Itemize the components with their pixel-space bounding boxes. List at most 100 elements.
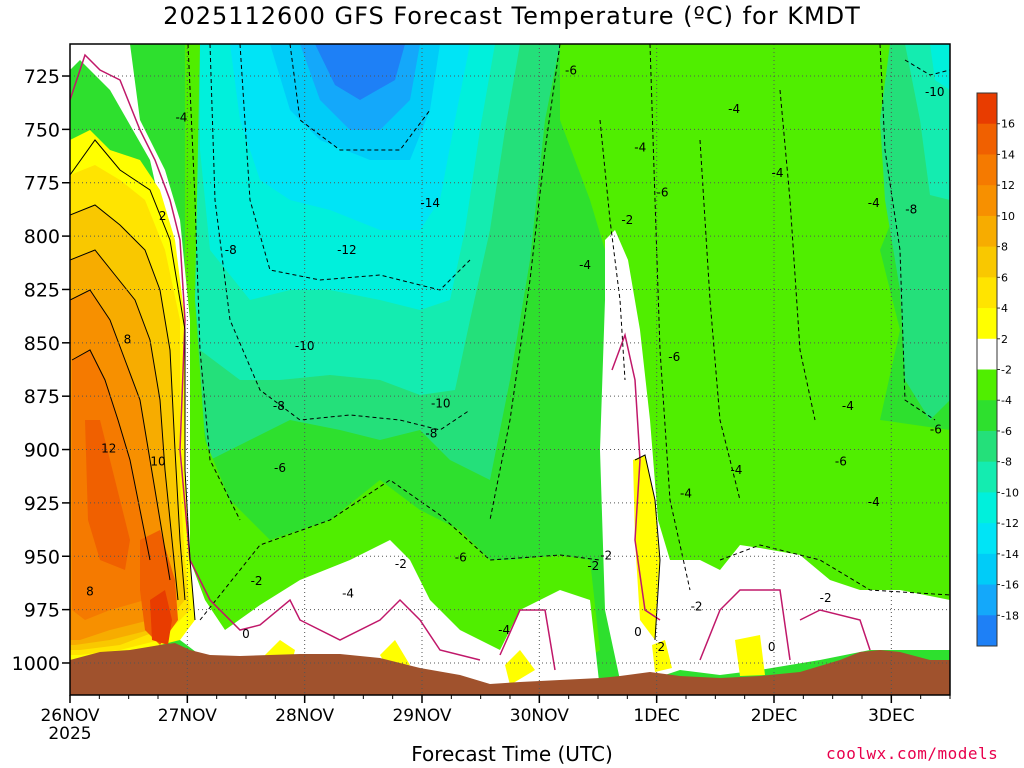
colorbar-label: 8	[1001, 241, 1008, 254]
grid-lines	[70, 44, 950, 695]
y-tick-label: 850	[24, 333, 60, 355]
contour-label: 12	[101, 442, 116, 456]
y-tick-label: 825	[24, 279, 60, 301]
colorbar-swatch	[977, 277, 997, 309]
x-tick-label: 2DEC	[751, 706, 798, 726]
colorbar-swatch	[977, 369, 997, 401]
y-tick-label: 1000	[12, 653, 60, 675]
colorbar-label: 12	[1001, 179, 1015, 192]
contour-label: -4	[728, 102, 740, 116]
band-minus20-core	[315, 44, 405, 100]
contour-label: -6	[668, 350, 680, 364]
contour-label: -4	[680, 486, 692, 500]
x-year-label: 2025	[48, 724, 91, 744]
y-tick-label: 975	[24, 600, 60, 622]
y-tick-label: 775	[24, 173, 60, 195]
plot-area: -4 2 8 12 10 8 -8 -6 -14 -12 -10 -8 -10 -8 -6 -2 0 -2 -4 -6…	[70, 44, 950, 695]
ground-surface	[70, 643, 950, 695]
band-minus4-right	[560, 44, 950, 650]
contour-label: 0	[634, 625, 642, 639]
colorbar-swatch	[977, 492, 997, 524]
colorbar-label: 16	[1001, 118, 1015, 131]
colorbar-label: -10	[1001, 486, 1019, 499]
colorbar-label: -6	[1001, 425, 1012, 438]
warm-spot-4	[633, 455, 660, 640]
colorbar-label: -18	[1001, 609, 1019, 622]
contour-label: -6	[274, 461, 286, 475]
colorbar-swatch	[977, 615, 997, 647]
credit-link[interactable]: coolwx.com/models	[826, 744, 999, 763]
contour-label: -12	[337, 243, 357, 257]
colorbar-label: 2	[1001, 333, 1008, 346]
colorbar-swatch	[977, 553, 997, 586]
contour-label: -2	[251, 574, 263, 588]
contour-label: -2	[600, 548, 612, 562]
colorbar-swatch	[977, 93, 997, 125]
colorbar-label: -12	[1001, 517, 1019, 530]
band-minus10-right	[905, 44, 950, 200]
y-tick-label: 750	[24, 119, 60, 141]
colorbar-label: -8	[1001, 456, 1012, 469]
contour-label: -4	[868, 495, 880, 509]
x-tick-label: 26NOV	[40, 706, 99, 726]
contour-label: -14	[420, 196, 440, 210]
colorbar-label: 14	[1001, 148, 1015, 161]
x-tick-label: 3DEC	[868, 706, 915, 726]
x-axis-label: Forecast Time (UTC)	[411, 742, 613, 766]
colorbar-label: -4	[1001, 394, 1012, 407]
y-axis: 725 750 775 800 825 850 875 900 925 950 975 1000	[12, 66, 70, 675]
colorbar-swatch	[977, 215, 997, 248]
band-minus12-right	[930, 44, 950, 90]
contour-label: 10	[150, 454, 165, 468]
x-tick-label: 27NOV	[158, 706, 217, 726]
x-tick-label: 28NOV	[275, 706, 334, 726]
contour-label: -8	[225, 243, 237, 257]
y-tick-label: 875	[24, 386, 60, 408]
contour-label: 2	[159, 209, 167, 223]
colorbar-swatch	[977, 523, 997, 555]
colorbar-label: -14	[1001, 548, 1019, 561]
contour-label: -10	[295, 339, 315, 353]
contour-label: -6	[657, 185, 669, 199]
y-tick-label: 800	[24, 226, 60, 248]
contour-label: -4	[498, 623, 510, 637]
colorbar-swatch	[977, 308, 997, 340]
contour-label: -6	[455, 550, 467, 564]
contour-label: -8	[273, 399, 285, 413]
warm-spot-6	[735, 635, 765, 676]
colorbar-label: 10	[1001, 210, 1015, 223]
colorbar-swatch	[977, 461, 997, 493]
colorbar-swatch	[977, 430, 997, 463]
x-tick-label: 29NOV	[392, 706, 451, 726]
contour-label: -4	[772, 166, 784, 180]
contour-label: -4	[634, 141, 646, 155]
colorbar-label: -2	[1001, 364, 1012, 377]
colorbar: 16 14 12 10 8 6 4 2 -2 -4 -6 -8 -10 -12 -14 -16 -18	[976, 92, 1019, 647]
contour-label: -4	[579, 258, 591, 272]
contour-label: -4	[842, 399, 854, 413]
contour-label: -8	[425, 427, 437, 441]
contour-lines-warm	[70, 139, 661, 641]
colorbar-label: 6	[1001, 271, 1008, 284]
colorbar-swatch	[977, 185, 997, 217]
band-warm-14	[85, 420, 178, 645]
contour-label: -10	[431, 397, 451, 411]
contour-label: -2	[691, 599, 703, 613]
colorbar-swatch	[977, 400, 997, 432]
y-tick-label: 900	[24, 440, 60, 462]
x-tick-label: 1DEC	[633, 706, 680, 726]
colorbar-swatch	[977, 338, 997, 370]
contour-label: -4	[868, 196, 880, 210]
band-zero-spike	[600, 230, 950, 680]
warm-spot-3	[505, 650, 535, 685]
contour-label: 2	[658, 640, 666, 654]
contour-label: -2	[820, 591, 832, 605]
chart-title: 2025112600 GFS Forecast Temperature (ºC)…	[163, 2, 861, 30]
colorbar-swatch	[977, 154, 997, 186]
colorbar-swatch	[977, 123, 997, 155]
contour-label: -4	[730, 463, 742, 477]
contour-label: -6	[835, 454, 847, 468]
contour-label: -6	[930, 422, 942, 436]
contour-label: -8	[905, 202, 917, 216]
